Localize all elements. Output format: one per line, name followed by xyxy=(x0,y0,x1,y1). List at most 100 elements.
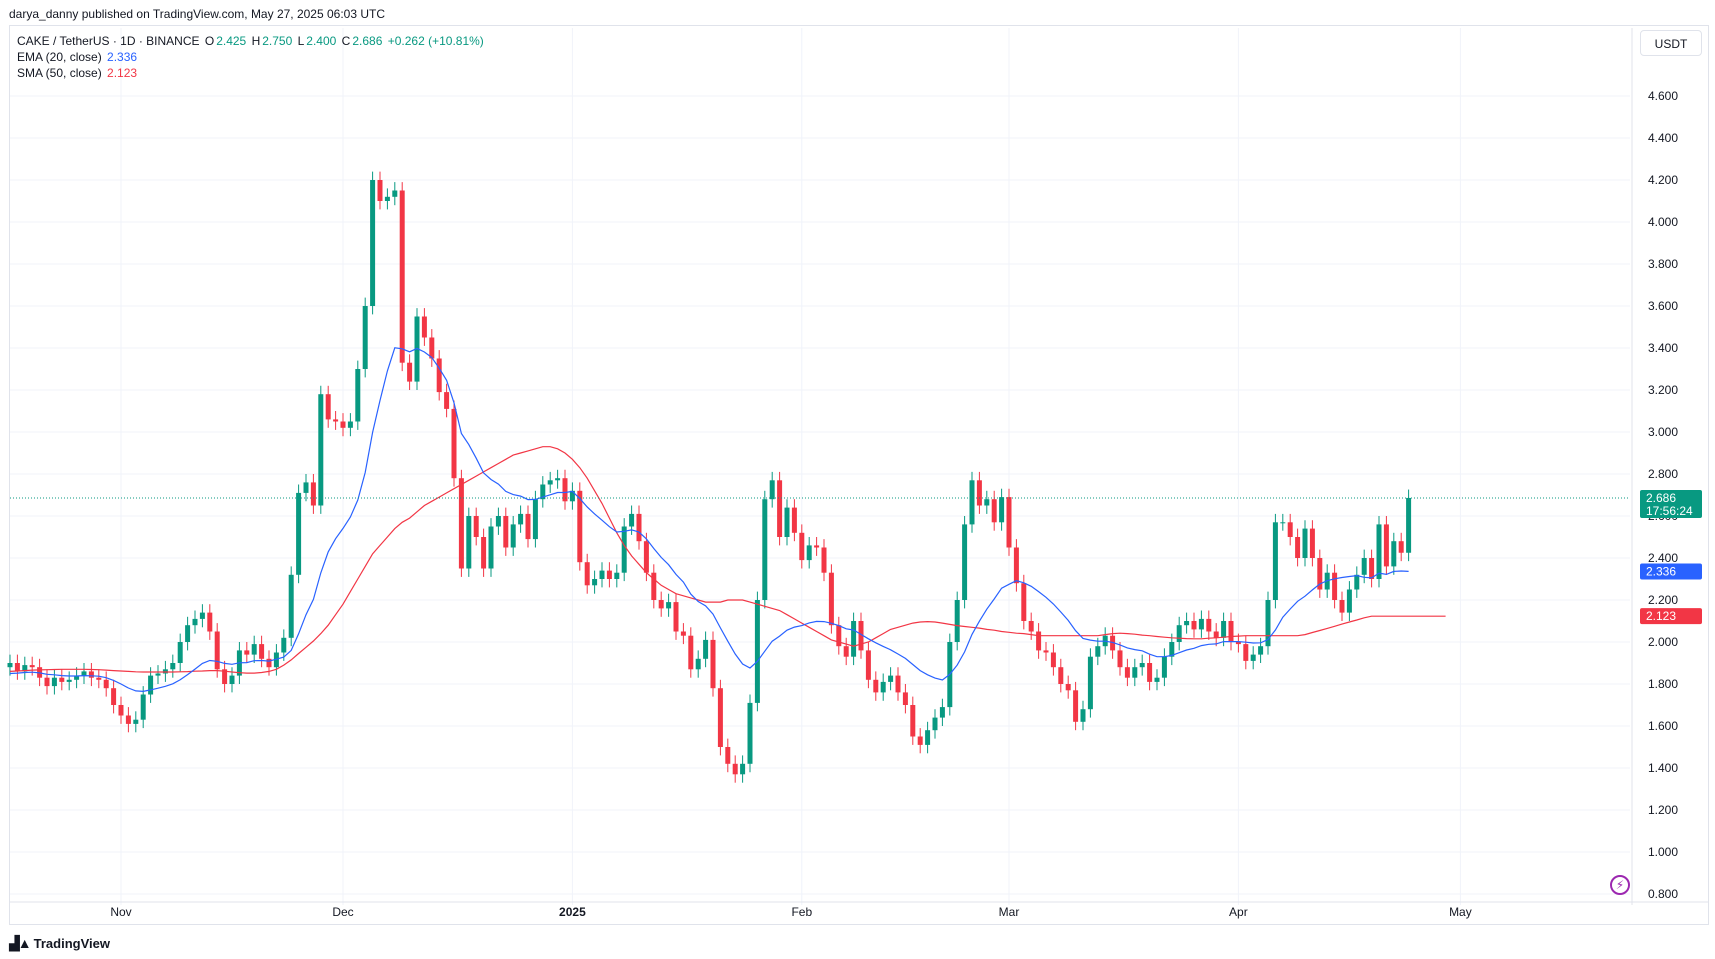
candle-body xyxy=(1184,621,1190,626)
candle-body xyxy=(614,572,620,579)
candle-body xyxy=(584,562,590,586)
candle-body xyxy=(111,688,117,705)
candle-body xyxy=(606,570,612,579)
candle-body xyxy=(214,631,220,670)
candle-body xyxy=(155,673,161,676)
candle-body xyxy=(547,480,553,485)
candle-body xyxy=(717,688,723,747)
candle-body xyxy=(451,408,457,479)
candle-body xyxy=(481,537,487,569)
candle-body xyxy=(747,702,753,764)
candle-body xyxy=(1036,631,1042,651)
candle-body xyxy=(569,490,575,502)
candle-body xyxy=(458,478,464,569)
candle-body xyxy=(29,665,35,668)
candle-body xyxy=(1021,583,1027,621)
sma-price-tag-text: 2.123 xyxy=(1646,609,1676,623)
tradingview-logo[interactable]: ▟▲ TradingView xyxy=(9,935,110,952)
candle-body xyxy=(1309,528,1315,558)
candle-body xyxy=(1198,618,1204,630)
candle-body xyxy=(710,639,716,689)
candle-body xyxy=(525,513,531,540)
candle-body xyxy=(288,574,294,638)
candle-body xyxy=(1124,667,1130,678)
x-tick-label: Nov xyxy=(110,905,131,919)
candle-body xyxy=(902,692,908,705)
candle-body xyxy=(895,675,901,693)
candle-body xyxy=(680,631,686,636)
lightning-alert-icon[interactable]: ⚡ xyxy=(1610,875,1630,895)
candle-body xyxy=(939,707,945,718)
legend-sma-row[interactable]: SMA (50, close) 2.123 xyxy=(17,65,486,81)
candle-body xyxy=(1376,524,1382,579)
candle-body xyxy=(222,669,228,684)
candle-body xyxy=(836,625,842,647)
candle-body xyxy=(1406,497,1412,553)
candle-body xyxy=(821,547,827,573)
candle-body xyxy=(991,499,997,523)
candle-body xyxy=(880,681,886,693)
legend-symbol[interactable]: CAKE / TetherUS · 1D · BINANCE xyxy=(17,34,200,48)
candle-body xyxy=(725,747,731,764)
candle-body xyxy=(969,480,975,525)
publish-info: darya_danny published on TradingView.com… xyxy=(9,7,386,21)
candle-body xyxy=(643,541,649,573)
candle-body xyxy=(932,717,938,731)
candle-body xyxy=(66,679,72,682)
candle-body xyxy=(1006,497,1012,548)
candle-body xyxy=(318,394,324,506)
candle-body xyxy=(910,705,916,737)
legend-change: +0.262 (+10.81%) xyxy=(387,34,484,48)
legend-high-label: H xyxy=(251,34,261,48)
candle-body xyxy=(843,646,849,657)
candle-body xyxy=(673,602,679,632)
candle-body xyxy=(925,730,931,745)
candle-body xyxy=(436,358,442,393)
candle-body xyxy=(806,545,812,561)
x-tick-label: Apr xyxy=(1229,905,1248,919)
candle-body xyxy=(1043,650,1049,653)
candle-body xyxy=(1383,524,1389,567)
y-tick-label: 0.800 xyxy=(1648,887,1678,901)
candle-body xyxy=(333,419,339,422)
candle-body xyxy=(1110,635,1116,651)
candle-body xyxy=(281,637,287,653)
candle-body xyxy=(340,421,346,428)
candle-body xyxy=(1058,667,1064,684)
candle-body xyxy=(976,480,982,506)
candle-body xyxy=(185,625,191,642)
candle-body xyxy=(133,719,139,724)
candle-body xyxy=(873,679,879,693)
candle-body xyxy=(1117,650,1123,668)
candle-body xyxy=(444,392,450,409)
candle-body xyxy=(592,579,598,586)
candle-body xyxy=(1087,656,1093,710)
candle-body xyxy=(999,497,1005,523)
legend-ema-row[interactable]: EMA (20, close) 2.336 xyxy=(17,49,486,65)
ema-price-tag xyxy=(1640,563,1702,580)
candle-body xyxy=(814,545,820,548)
tradingview-logo-text: TradingView xyxy=(33,936,110,951)
candle-body xyxy=(1073,690,1079,722)
y-tick-label: 2.200 xyxy=(1648,593,1678,607)
candle-body xyxy=(1191,621,1197,630)
candle-body xyxy=(399,190,405,363)
candle-body xyxy=(621,526,627,573)
y-tick-label: 1.800 xyxy=(1648,677,1678,691)
chart-frame xyxy=(9,25,1709,925)
x-tick-label: Feb xyxy=(791,905,812,919)
candle-body xyxy=(7,663,13,668)
candle-body xyxy=(273,652,279,668)
candle-body xyxy=(1028,621,1034,632)
legend-close-value: 2.686 xyxy=(352,34,383,48)
y-tick-label: 2.800 xyxy=(1648,467,1678,481)
candle-body xyxy=(562,478,568,502)
candle-body xyxy=(1154,677,1160,682)
candle-body xyxy=(384,196,390,201)
candle-body xyxy=(140,694,146,720)
currency-button[interactable]: USDT xyxy=(1640,30,1702,56)
candle-body xyxy=(636,513,642,542)
candle-body xyxy=(740,763,746,775)
